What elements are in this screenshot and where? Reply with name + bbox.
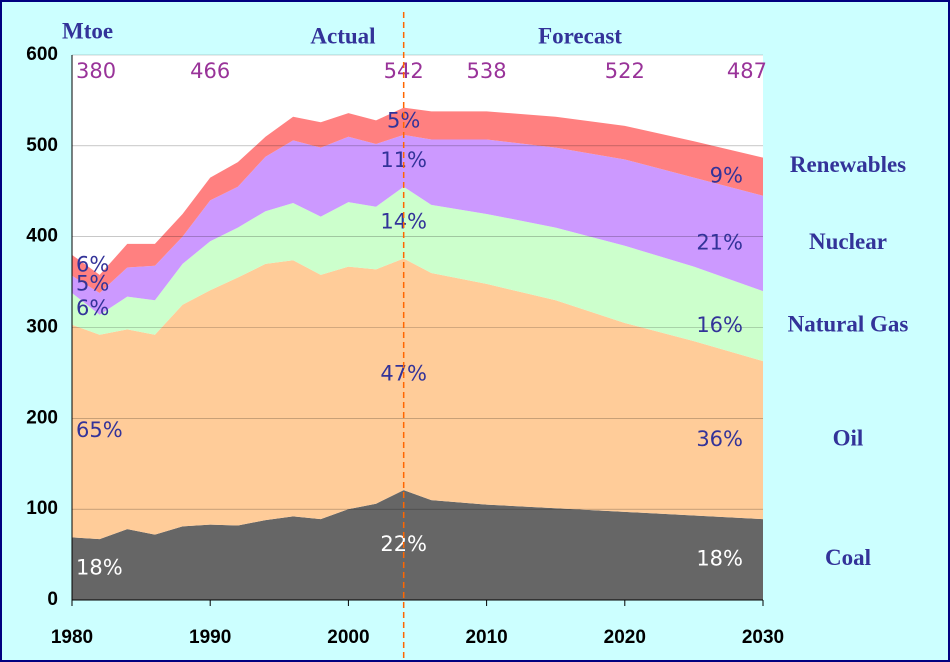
share-label: 6% xyxy=(76,252,109,276)
share-label: 18% xyxy=(76,556,123,580)
y-tick-label: 300 xyxy=(26,317,58,338)
total-label: 538 xyxy=(467,59,507,83)
x-tick-label: 2020 xyxy=(604,627,646,648)
period-label: Actual xyxy=(310,23,375,48)
unit-label: Mtoe xyxy=(62,18,113,43)
share-label: 16% xyxy=(696,313,743,337)
share-label: 5% xyxy=(387,108,420,132)
share-label: 5% xyxy=(76,271,109,295)
y-tick-label: 100 xyxy=(26,498,58,519)
share-label: 18% xyxy=(696,547,743,571)
x-tick-label: 2030 xyxy=(742,627,784,648)
share-label: 11% xyxy=(380,148,427,172)
legend-label: Coal xyxy=(825,545,871,570)
share-label: 9% xyxy=(710,164,743,188)
legend-label: Oil xyxy=(833,425,864,450)
x-tick-label: 1990 xyxy=(189,627,231,648)
legend-label: Nuclear xyxy=(809,229,887,254)
area xyxy=(72,490,763,600)
y-tick-label: 500 xyxy=(26,135,58,156)
total-label: 487 xyxy=(727,59,767,83)
total-label: 522 xyxy=(605,59,645,83)
total-label: 380 xyxy=(76,59,116,83)
legend-label: Natural Gas xyxy=(788,311,909,336)
share-label: 21% xyxy=(696,230,743,254)
legend-label: Renewables xyxy=(790,152,906,177)
share-label: 65% xyxy=(76,418,123,442)
y-tick-label: 600 xyxy=(26,44,58,65)
x-tick-label: 2010 xyxy=(465,627,507,648)
area xyxy=(72,134,763,315)
share-label: 6% xyxy=(76,296,109,320)
y-tick-label: 400 xyxy=(26,226,58,247)
total-label: 466 xyxy=(190,59,230,83)
x-tick-label: 2000 xyxy=(327,627,369,648)
y-tick-label: 0 xyxy=(47,589,58,610)
y-tick-label: 200 xyxy=(26,407,58,428)
area xyxy=(72,186,763,362)
x-tick-label: 1980 xyxy=(51,627,93,648)
period-label: Forecast xyxy=(538,23,622,48)
area xyxy=(72,258,763,540)
share-label: 36% xyxy=(696,427,743,451)
